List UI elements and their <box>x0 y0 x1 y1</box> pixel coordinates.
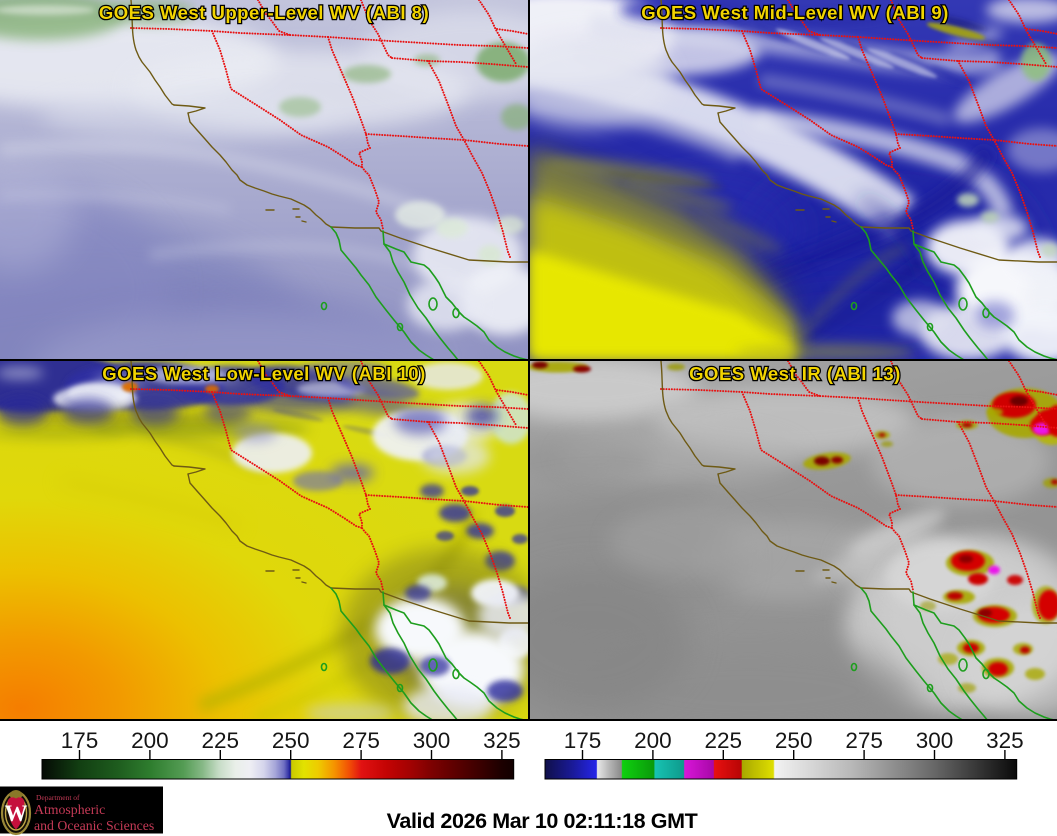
svg-text:and Oceanic Sciences: and Oceanic Sciences <box>34 818 154 833</box>
svg-text:300: 300 <box>413 728 451 753</box>
svg-text:GOES West Low-Level WV (ABI 10: GOES West Low-Level WV (ABI 10) <box>102 363 426 384</box>
svg-text:GOES West Mid-Level WV (ABI 9): GOES West Mid-Level WV (ABI 9) <box>641 2 949 23</box>
svg-text:250: 250 <box>775 728 813 753</box>
svg-text:250: 250 <box>272 728 310 753</box>
svg-text:GOES West IR (ABI 13): GOES West IR (ABI 13) <box>689 363 901 384</box>
svg-text:225: 225 <box>202 728 240 753</box>
svg-text:300: 300 <box>916 728 954 753</box>
svg-text:225: 225 <box>705 728 743 753</box>
svg-text:200: 200 <box>634 728 672 753</box>
svg-text:200: 200 <box>131 728 169 753</box>
svg-text:Valid 2026 Mar 10 02:11:18 GMT: Valid 2026 Mar 10 02:11:18 GMT <box>387 809 698 833</box>
svg-text:325: 325 <box>986 728 1024 753</box>
svg-text:Atmospheric: Atmospheric <box>34 802 105 817</box>
svg-text:325: 325 <box>483 728 521 753</box>
svg-text:275: 275 <box>845 728 883 753</box>
svg-text:Department of: Department of <box>36 793 80 802</box>
svg-text:175: 175 <box>61 728 99 753</box>
svg-text:275: 275 <box>342 728 380 753</box>
svg-text:175: 175 <box>564 728 602 753</box>
svg-text:GOES West Upper-Level WV (ABI: GOES West Upper-Level WV (ABI 8) <box>99 2 429 23</box>
svg-text:W: W <box>5 801 28 826</box>
